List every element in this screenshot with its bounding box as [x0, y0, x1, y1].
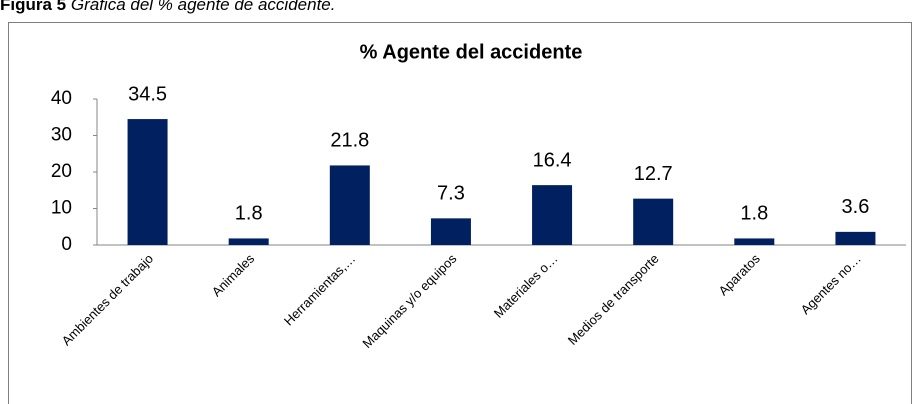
- caption-text: Gráfica del % agente de accidente.: [71, 0, 336, 14]
- y-tick-label: 30: [51, 125, 72, 146]
- data-label: 34.5: [128, 83, 167, 105]
- bar: [633, 198, 674, 245]
- bar: [329, 165, 370, 245]
- data-label: 3.6: [842, 196, 870, 218]
- bar: [228, 238, 269, 245]
- data-label: 16.4: [533, 149, 572, 171]
- x-tick-label: Animales: [209, 251, 258, 300]
- caption: Figura 5 Gráfica del % agente de acciden…: [0, 0, 335, 14]
- x-tick-label: Agentes no…: [798, 251, 864, 317]
- bar: [127, 119, 168, 245]
- y-tick-label: 40: [51, 88, 72, 109]
- x-tick-label: Materiales o…: [491, 251, 561, 321]
- data-label: 21.8: [330, 130, 369, 152]
- chart-title: % Agente del accidente: [360, 41, 583, 63]
- x-tick-label: Herramientas,…: [281, 251, 359, 329]
- x-tick-label: Medios de transporte: [565, 251, 662, 348]
- y-tick-label: 20: [51, 161, 72, 182]
- caption-label: Figura 5: [0, 0, 66, 14]
- bar: [835, 231, 876, 245]
- y-tick-label: 10: [51, 198, 72, 219]
- bar: [532, 185, 573, 245]
- x-tick-label: Ambientes de trabajo: [59, 251, 156, 348]
- data-label: 1.8: [740, 203, 768, 225]
- x-tick-label: Maquinas y/o equipos: [359, 251, 459, 351]
- x-tick-label: Aparatos: [715, 251, 763, 299]
- data-label: 12.7: [634, 163, 673, 185]
- data-label: 1.8: [235, 203, 263, 225]
- bar: [430, 218, 471, 245]
- bar: [734, 238, 775, 245]
- chart-frame: [8, 22, 912, 404]
- y-tick-label: 0: [61, 234, 72, 255]
- data-label: 7.3: [437, 183, 465, 205]
